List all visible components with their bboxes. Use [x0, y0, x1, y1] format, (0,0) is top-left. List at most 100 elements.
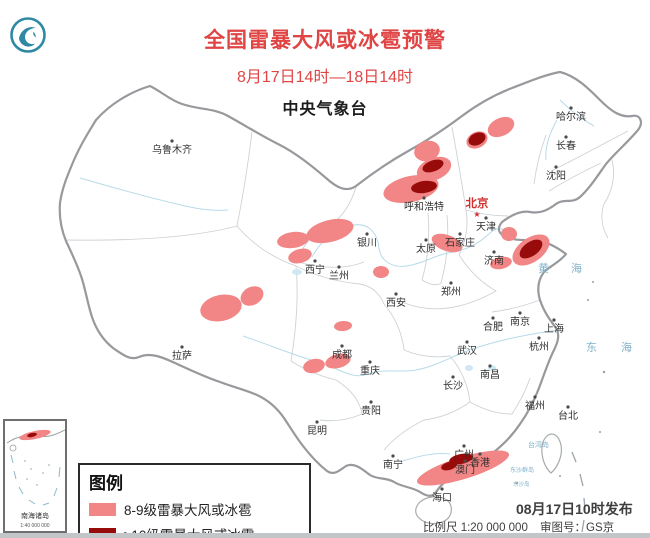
warning-area-8-9: [487, 116, 515, 138]
city-label: 天津: [476, 221, 496, 233]
warning-area-8-9: [303, 358, 325, 374]
warning-area-8-9: [277, 231, 309, 249]
city-dot: [458, 232, 462, 236]
city-label: 海口: [432, 491, 452, 504]
city-dot: [552, 318, 556, 322]
city-label: 郑州: [441, 285, 461, 298]
warning-area-ge10: [411, 180, 437, 194]
bottom-border: [0, 533, 650, 538]
small-islands: [515, 281, 606, 485]
warning-area-ge10: [519, 239, 543, 259]
city-label: 长春: [556, 140, 576, 152]
capital-star-icon: ★: [473, 210, 480, 219]
city-dot: [451, 375, 455, 379]
city-dot: [554, 165, 558, 169]
city-dot: [394, 292, 398, 296]
province-borders: [65, 126, 629, 451]
inset-scale: 1:40 000 000: [20, 523, 49, 529]
legend-box: 图例 8-9级雷暴大风或冰雹 ≥10级雷暴大风或冰雹: [78, 463, 311, 538]
legend-label-8-9: 8-9级雷暴大风或冰雹: [124, 503, 252, 518]
city-label: 杭州: [529, 340, 549, 353]
city-label: 昆明: [307, 425, 327, 437]
city-label: 拉萨: [172, 349, 192, 362]
sea-label: 东海: [586, 340, 650, 354]
city-dot: [315, 420, 319, 424]
cma-logo: [9, 16, 47, 54]
city-label: 乌鲁木齐: [152, 143, 192, 156]
city-dot: [368, 360, 372, 364]
cma-logo-icon: [10, 17, 46, 53]
city-dot: [313, 259, 317, 263]
warning-area-8-9: [416, 450, 510, 486]
city-dot: [170, 139, 174, 143]
city-label: 兰州: [329, 269, 349, 282]
city-label: 哈尔滨: [556, 110, 586, 123]
warning-area-8-9: [288, 248, 312, 264]
warning-area-ge10: [468, 132, 486, 146]
legend-item-8-9: 8-9级雷暴大风或冰雹: [89, 499, 299, 519]
city-label: 广州: [454, 449, 474, 461]
sea-label: 台湾岛: [528, 440, 549, 449]
warning-area-8-9: [373, 266, 389, 278]
city-label: 南昌: [480, 368, 500, 381]
city-dot: [369, 400, 373, 404]
capital-label: 北京: [466, 196, 489, 210]
city-label: 成都: [332, 349, 352, 361]
warning-area-8-9: [200, 294, 242, 322]
city-dot: [180, 345, 184, 349]
city-label: 澳门: [455, 463, 475, 476]
city-dot: [518, 311, 522, 315]
city-label: 合肥: [483, 320, 503, 333]
city-label: 长沙: [443, 380, 463, 392]
city-label: 石家庄: [445, 236, 475, 249]
city-dot: [337, 265, 341, 269]
warning-areas-ge10: [411, 132, 543, 471]
islands: [415, 433, 563, 525]
city-dot: [566, 405, 570, 409]
warning-area-8-9: [414, 140, 440, 162]
sea-label: 黄海: [538, 261, 604, 275]
city-dot: [340, 344, 344, 348]
city-label: 重庆: [360, 364, 380, 377]
warning-area-ge10: [441, 461, 457, 471]
city-dot: [365, 232, 369, 236]
warning-area-8-9: [240, 286, 264, 306]
city-dot: [488, 364, 492, 368]
maritime-dash-line: [571, 451, 586, 533]
warning-area-8-9: [334, 320, 352, 332]
city-label: 太原: [416, 242, 436, 255]
warning-area-ge10: [422, 159, 444, 173]
city-label: 香港: [470, 457, 490, 469]
city-label: 西安: [386, 296, 406, 309]
city-label: 南宁: [383, 458, 403, 471]
inset-map: 南海诸岛 1:40 000 000: [6, 429, 65, 529]
city-dot: [440, 487, 444, 491]
city-label: 济南: [484, 254, 504, 267]
city-label: 南京: [510, 315, 530, 328]
legend-title: 图例: [89, 474, 123, 493]
city-dot: [478, 452, 482, 456]
city-label: 武汉: [457, 344, 477, 357]
city-label: 银川: [357, 236, 377, 249]
warning-area-8-9: [325, 353, 351, 369]
city-dot: [463, 459, 467, 463]
warning-area-8-9: [431, 233, 463, 253]
warning-areas-8-9: [200, 116, 550, 486]
issued-time: 08月17日10时发布: [516, 501, 633, 517]
city-dot: [492, 250, 496, 254]
city-dot: [533, 395, 537, 399]
national-boundary: [58, 70, 642, 497]
sea-label: 东沙群岛: [510, 466, 534, 474]
warning-area-8-9: [501, 227, 517, 241]
sea-label: 东沙岛: [513, 480, 530, 488]
city-dot: [462, 444, 466, 448]
city-dot: [465, 340, 469, 344]
city-label: 沈阳: [546, 169, 566, 182]
city-label: 上海: [544, 322, 564, 335]
map-scale: 比例尺 1:20 000 000: [423, 522, 528, 534]
city-dot: [491, 316, 495, 320]
city-label: 贵阳: [361, 404, 381, 417]
inset-label: 南海诸岛: [21, 511, 49, 520]
